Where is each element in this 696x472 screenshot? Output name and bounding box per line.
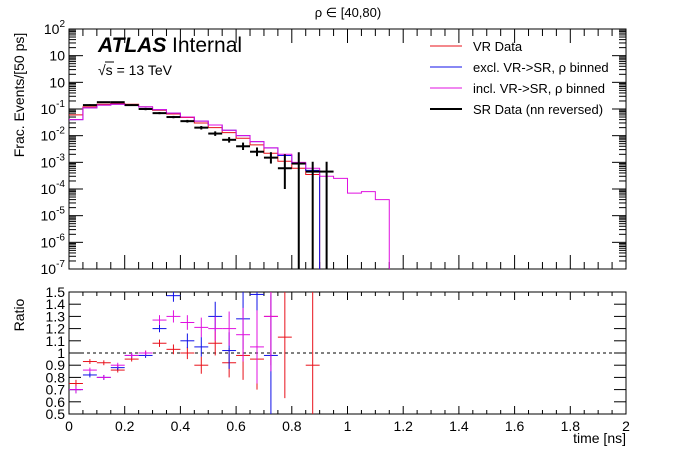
main-y-axis-label: Frac. Events/[50 ps] (11, 33, 27, 158)
ratio-x-tick-label: 2 (622, 418, 630, 434)
ratio-y-tick-label: 1.4 (46, 296, 66, 312)
ratio-x-tick-label: 1.4 (449, 418, 469, 434)
ratio-x-tick-label: 0.6 (226, 418, 246, 434)
ratio-y-tick-label: 0.7 (46, 382, 66, 398)
ratio-y-axis-label: Ratio (11, 298, 27, 331)
tick-base: 10 (41, 181, 57, 197)
tick-exponent: 2 (59, 19, 65, 30)
main-y-tick-label: 102 (44, 19, 66, 37)
main-x-axis (68, 29, 627, 269)
main-y-tick-label: 10-7 (41, 259, 66, 277)
energy-value: = 13 TeV (113, 62, 173, 78)
ratio-x-tick-label: 1.6 (505, 418, 525, 434)
ratio-x-tick-label: 1.2 (393, 418, 413, 434)
ratio-y-tick-label: 0.6 (46, 394, 66, 410)
ratio-panel: 0.50.60.70.80.911.11.21.31.41.5 0 0.2 0.4 0… (11, 284, 630, 446)
ratio-y-tick-label: 1.2 (46, 321, 66, 337)
ratio-x-tick-label: 1 (344, 418, 352, 434)
main-y-tick-label: 10-5 (41, 206, 66, 224)
ratio-series (69, 292, 320, 414)
tick-exponent: -6 (56, 232, 65, 243)
tick-base: 10 (41, 208, 57, 224)
tick-exponent: -4 (56, 179, 65, 190)
tick-exponent: -2 (56, 126, 65, 137)
energy-root: √s (98, 62, 113, 78)
tick-base: 10 (41, 128, 57, 144)
tick-exponent: -1 (56, 99, 65, 110)
internal-label: Internal (172, 34, 242, 57)
ratio-y-tick-label: 0.8 (46, 369, 66, 385)
histogram-excl-vr-sr-binned (69, 103, 321, 269)
legend-entry-label: VR Data (473, 39, 523, 54)
main-y-tick-label: 10-4 (41, 179, 66, 197)
legend-entry-label: excl. VR->SR, ρ binned (473, 60, 609, 75)
main-series (69, 101, 390, 269)
ratio-x-axis-label: time [ns] (573, 430, 626, 446)
ratio-y-tick-label: 0.9 (46, 357, 66, 373)
tick-base: 10 (41, 154, 57, 170)
ratio-y-tick-label: 1.5 (46, 284, 66, 300)
atlas-label: ATLAS (97, 34, 166, 57)
main-y-tick-label: 10-6 (41, 232, 66, 250)
ratio-y-tick-label: 1.3 (46, 308, 66, 324)
ratio-y-axis: 0.50.60.70.80.911.11.21.31.41.5 (46, 284, 626, 422)
tick-base: 10 (44, 21, 60, 37)
ratio-y-tick-label: 1.1 (46, 333, 66, 349)
tick-exponent: -3 (56, 152, 65, 163)
histogram-vr-data (69, 103, 321, 269)
main-y-tick-label: 10-3 (41, 152, 66, 170)
main-y-tick-label: 10 (49, 48, 65, 64)
ratio-x-tick-label: 0.4 (171, 418, 191, 434)
ratio-x-axis: 0 0.2 0.4 0.6 0.8 1 1.2 1.4 1.6 1.8 2 (65, 292, 630, 434)
tick-base: 10 (41, 261, 57, 277)
legend-entry-label: SR Data (nn reversed) (473, 102, 603, 117)
ratio-x-tick-label: 0 (65, 418, 73, 434)
tick-exponent: -7 (56, 259, 65, 270)
energy-label: √s = 13 TeV (98, 62, 173, 78)
tick-base: 10 (41, 101, 57, 117)
tick-exponent: -5 (56, 206, 65, 217)
tick-base: 10 (49, 48, 65, 64)
main-y-tick-label: 10-1 (41, 99, 66, 117)
ratio-x-tick-label: 1.8 (561, 418, 581, 434)
main-y-tick-label: 10 (49, 74, 65, 90)
tick-base: 10 (41, 234, 57, 250)
ratio-x-tick-label: 0.2 (115, 418, 135, 434)
main-y-tick-label: 10-2 (41, 126, 66, 144)
ratio-y-tick-label: 1 (57, 345, 65, 361)
legend-entry-label: incl. VR->SR, ρ binned (473, 81, 605, 96)
ratio-y-tick-label: 0.5 (46, 406, 66, 422)
chart-title: ρ ∈ [40,80) (315, 5, 381, 20)
tick-base: 10 (49, 74, 65, 90)
legend: VR Data excl. VR->SR, ρ binned incl. VR->S… (430, 39, 609, 117)
histogram-incl-vr-sr-binned (69, 103, 390, 269)
ratio-x-tick-label: 0.8 (282, 418, 302, 434)
